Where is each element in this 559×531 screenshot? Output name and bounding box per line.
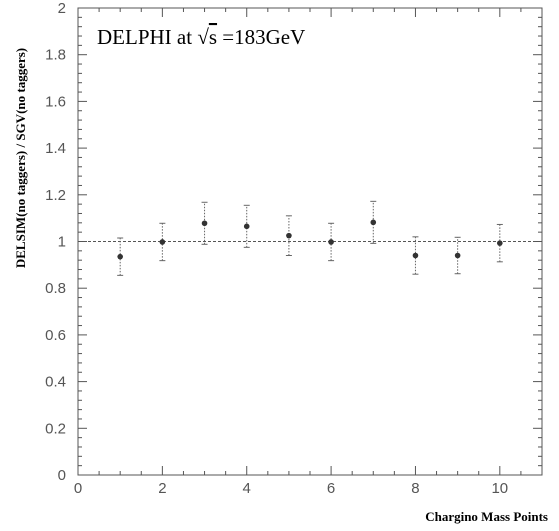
sqrt-sign: √ xyxy=(197,25,209,49)
y-tick-label: 1.8 xyxy=(45,47,66,64)
y-axis-title: DELSIM(no taggers) / SGV(no taggers) xyxy=(13,48,28,268)
y-tick-label: 1.6 xyxy=(45,93,66,110)
y-tick-label: 1.2 xyxy=(45,187,66,204)
x-axis-ticks: 0 2 4 6 8 10 xyxy=(74,8,543,497)
x-tick-label: 2 xyxy=(158,480,166,497)
y-tick-label: 0.6 xyxy=(45,327,66,344)
y-axis-ticks: 0 0.2 0.4 0.6 0.8 1 1.2 1.4 1.6 1.8 2 xyxy=(45,0,542,484)
data-point xyxy=(201,220,208,227)
x-tick-label: 0 xyxy=(74,480,82,497)
chart-title-radical: s xyxy=(209,25,217,49)
x-tick-label: 10 xyxy=(491,480,508,497)
data-point xyxy=(497,240,503,246)
data-points xyxy=(117,200,503,276)
data-point xyxy=(328,239,334,245)
x-tick-label: 4 xyxy=(243,480,251,497)
y-tick-label: 0.8 xyxy=(45,280,66,297)
data-point xyxy=(159,239,166,245)
y-tick-label: 2 xyxy=(58,0,66,17)
chart-title-suffix: =183GeV xyxy=(217,25,305,49)
x-tick-label: 6 xyxy=(327,480,335,497)
x-axis-title: Chargino Mass Points xyxy=(425,509,548,524)
y-tick-label: 1.4 xyxy=(45,140,66,157)
x-tick-label: 8 xyxy=(411,480,419,497)
data-point xyxy=(412,252,419,259)
data-point xyxy=(454,252,461,259)
data-point xyxy=(117,253,123,260)
y-tick-label: 0.2 xyxy=(45,420,66,437)
chart-title-prefix: DELPHI at xyxy=(97,25,197,49)
data-point xyxy=(370,219,377,226)
data-point xyxy=(243,223,250,230)
chart-title: DELPHI at √s =183GeV xyxy=(97,25,305,49)
data-point xyxy=(286,232,292,239)
y-tick-label: 0 xyxy=(58,467,66,484)
y-tick-label: 1 xyxy=(58,234,66,251)
y-tick-label: 0.4 xyxy=(45,374,66,391)
